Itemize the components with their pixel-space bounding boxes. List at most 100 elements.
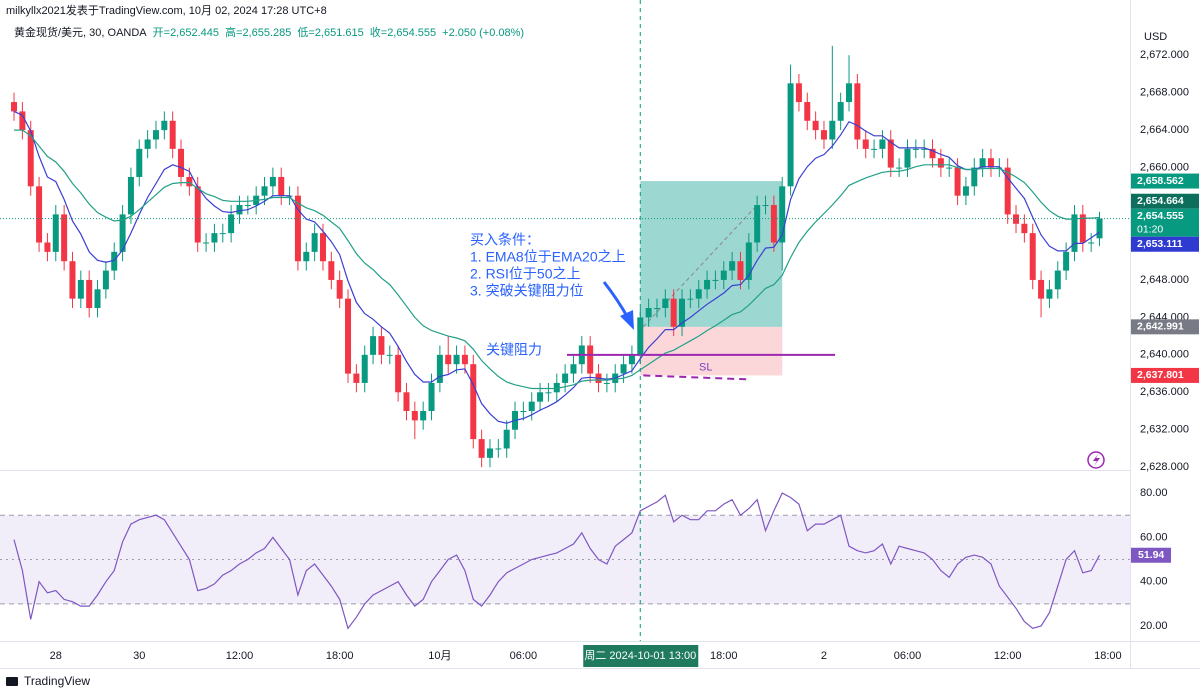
candle-body <box>386 354 393 356</box>
candle-body <box>962 186 969 196</box>
candle-body <box>203 242 210 244</box>
candle-body <box>804 102 811 121</box>
candle-body <box>36 186 43 243</box>
candle-body <box>445 354 452 365</box>
candle-body <box>503 429 510 449</box>
candle-body <box>395 354 402 393</box>
candle-body <box>570 364 577 374</box>
candle-body <box>44 242 51 252</box>
x-tick-label: 2 <box>821 650 827 662</box>
candle-body <box>11 102 18 112</box>
candle-body <box>136 148 143 177</box>
candle-body <box>937 158 944 168</box>
rsi-tick-label: 20.00 <box>1140 620 1168 632</box>
ohlc-value: 开=2,652.445 <box>153 27 219 39</box>
candle-body <box>829 120 836 140</box>
candle-body <box>228 214 235 234</box>
candle-body <box>236 205 243 215</box>
price-tag-label: 2,654.664 <box>1137 195 1184 207</box>
candle-body <box>553 382 560 393</box>
candle-body <box>603 382 610 384</box>
candle-body <box>1046 289 1053 299</box>
candle-body <box>628 354 635 365</box>
rsi-tag <box>1131 547 1171 563</box>
candle-body <box>495 448 502 450</box>
annotation: 关键阻力 <box>486 342 542 358</box>
price-tag <box>1131 173 1199 189</box>
candle-body <box>219 233 226 235</box>
x-tick-label: 30 <box>133 650 145 662</box>
candle-body <box>186 176 193 187</box>
candle-body <box>1038 279 1045 299</box>
candle-body <box>27 130 34 187</box>
candle-body <box>979 158 986 168</box>
candle-body <box>887 139 894 168</box>
annotation: 2. RSI位于50之上 <box>470 266 580 282</box>
candle-body <box>971 167 978 187</box>
rsi-line <box>13 492 1101 630</box>
candle-body <box>1096 218 1103 239</box>
candle-body <box>303 251 310 262</box>
candle-body <box>361 354 368 383</box>
candle-body <box>428 382 435 412</box>
candle-body <box>403 392 410 412</box>
x-tick-label: 12:00 <box>994 650 1022 662</box>
candle-body <box>378 336 385 355</box>
price-tag-label: 2,642.991 <box>1137 321 1184 333</box>
x-tick-label: 12:00 <box>226 650 254 662</box>
candle-body <box>178 148 185 177</box>
candle-body <box>127 176 134 215</box>
ema-line <box>13 110 1100 424</box>
x-tick-label: 28 <box>50 650 62 662</box>
candle-body <box>896 167 903 169</box>
candle-body <box>86 279 93 309</box>
y-tick-label: 2,668.000 <box>1140 87 1189 99</box>
candle-body <box>954 167 961 196</box>
candle-body <box>319 233 326 262</box>
candle-body <box>486 448 493 458</box>
candle-body <box>461 354 468 365</box>
annotation: 1. EMA8位于EMA20之上 <box>470 249 626 265</box>
y-tick-label: 2,672.000 <box>1140 49 1189 61</box>
x-tick-label: 06:00 <box>510 650 538 662</box>
symbol: 黄金现货/美元, 30, OANDA <box>14 25 147 39</box>
candle-body <box>879 139 886 149</box>
candle-body <box>754 205 761 243</box>
candle-body <box>779 186 786 243</box>
y-tick-label: 2,648.000 <box>1140 274 1189 286</box>
candle-body <box>745 242 752 280</box>
candle-body <box>904 148 911 168</box>
candle-body <box>545 392 552 394</box>
candle-body <box>787 83 794 187</box>
y-tick-label: 2,664.000 <box>1140 124 1189 136</box>
candle-body <box>61 214 68 262</box>
candle-body <box>69 261 76 299</box>
x-tick-label: 18:00 <box>710 650 738 662</box>
candle-body <box>1029 233 1036 280</box>
currency: USD <box>1144 31 1167 43</box>
candle-body <box>211 233 218 243</box>
candle-body <box>311 233 318 252</box>
candle-body <box>537 392 544 402</box>
y-tick-label: 2,628.000 <box>1140 461 1189 473</box>
price-tag-label: 2,653.111 <box>1137 238 1183 250</box>
y-tick-label: 2,636.000 <box>1140 386 1189 398</box>
candle-body <box>77 279 84 299</box>
legend: 黄金现货/美元, 30, OANDA 开=2,652.445 高=2,655.285… <box>14 25 524 39</box>
countdown: 01:20 <box>1137 224 1163 236</box>
candle-body <box>929 148 936 159</box>
ema-line <box>14 129 1100 390</box>
candle-body <box>695 289 702 299</box>
candle-body <box>687 298 694 300</box>
candle-body <box>1004 167 1011 215</box>
candle-body <box>862 139 869 149</box>
price-tag-label: 2,637.801 <box>1137 369 1184 381</box>
price-tag <box>1131 319 1199 335</box>
y-tick-label: 2,660.000 <box>1140 161 1189 173</box>
candle-body <box>1054 270 1061 290</box>
candle-body <box>1021 223 1028 234</box>
candle-body <box>478 439 485 458</box>
candle-body <box>269 176 276 187</box>
price-tag <box>1131 208 1199 237</box>
